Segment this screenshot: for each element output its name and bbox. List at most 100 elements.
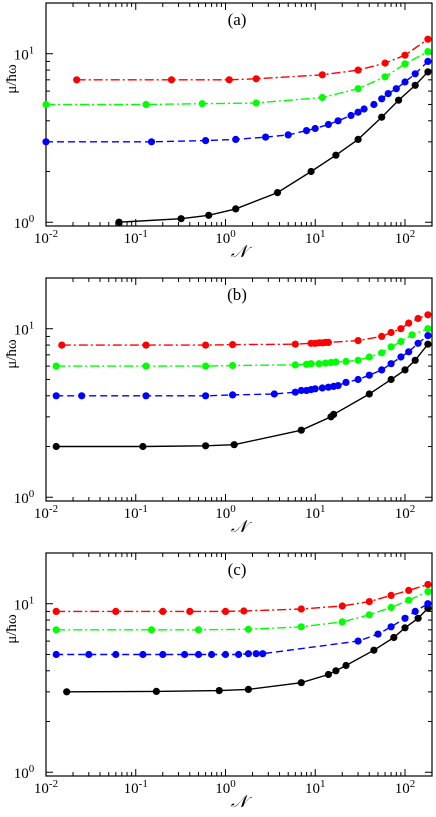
data-point — [405, 348, 413, 356]
data-point — [198, 100, 206, 108]
series-line — [56, 583, 429, 613]
data-point — [405, 586, 413, 595]
data-point — [342, 357, 350, 365]
data-point — [365, 371, 373, 379]
data-point — [42, 100, 50, 109]
data-point — [424, 340, 432, 348]
data-point — [307, 360, 315, 368]
data-point — [139, 650, 147, 659]
data-point — [387, 603, 395, 612]
data-point — [52, 362, 60, 370]
series-line — [56, 328, 429, 367]
data-point — [401, 624, 409, 632]
data-point — [202, 392, 210, 400]
data-point — [354, 66, 362, 74]
y-tick-label: 100 — [14, 763, 35, 782]
x-tick-label: 102 — [395, 228, 416, 247]
data-point — [221, 607, 230, 616]
chart-panel-b: 10-2 10-1 100 101 102 100 101 𝒩μ/ħω (b) — [4, 277, 433, 536]
x-axis-label: 𝒩 — [231, 242, 253, 261]
data-point — [365, 353, 373, 361]
data-point — [302, 127, 311, 135]
data-point — [360, 105, 368, 113]
data-point — [347, 111, 355, 120]
data-point — [387, 375, 395, 384]
x-tick-label: 101 — [305, 503, 326, 522]
data-point — [397, 325, 405, 333]
data-point — [332, 151, 340, 159]
x-tick-label: 10-2 — [34, 228, 58, 247]
x-tick-label: 10-2 — [34, 503, 58, 522]
data-point — [252, 75, 260, 83]
data-point — [52, 392, 60, 400]
data-point — [142, 392, 150, 400]
data-point — [229, 361, 237, 370]
data-point — [424, 35, 432, 43]
data-point — [424, 588, 432, 596]
y-axis-label: μ/ħω — [4, 339, 20, 369]
data-point — [354, 337, 362, 345]
data-point — [392, 85, 400, 93]
panel-label: (a) — [228, 10, 247, 29]
data-point — [424, 325, 432, 333]
data-point — [354, 85, 362, 93]
data-point — [381, 73, 389, 81]
data-point — [401, 51, 409, 59]
data-point — [401, 614, 409, 622]
data-point — [297, 679, 305, 687]
data-point — [221, 650, 230, 659]
data-point — [142, 341, 150, 349]
data-point — [338, 618, 346, 626]
data-point — [262, 133, 270, 141]
data-point — [244, 625, 252, 633]
x-tick-label: 102 — [395, 503, 416, 522]
data-point — [52, 607, 60, 616]
data-point — [324, 670, 332, 679]
data-point — [202, 341, 210, 349]
data-point — [78, 392, 86, 400]
data-point — [411, 356, 419, 364]
data-point — [318, 384, 326, 392]
x-tick-label: 100 — [215, 503, 236, 522]
data-point — [405, 319, 413, 327]
data-point — [167, 76, 176, 84]
data-point — [354, 375, 362, 384]
data-point — [332, 358, 340, 366]
data-point — [73, 76, 81, 84]
data-point — [342, 661, 350, 670]
y-tick-label: 100 — [14, 213, 35, 232]
data-point — [307, 167, 315, 176]
x-tick-label: 10-2 — [34, 778, 58, 797]
data-point — [229, 341, 237, 349]
data-point — [324, 120, 332, 129]
data-point — [401, 60, 409, 68]
data-point — [318, 93, 326, 102]
data-point — [424, 57, 432, 65]
data-point — [284, 131, 292, 139]
data-point — [315, 360, 323, 368]
data-point — [342, 378, 350, 386]
data-point — [297, 623, 305, 631]
x-tick-label: 102 — [395, 778, 416, 797]
data-point — [354, 356, 362, 364]
data-point — [52, 650, 60, 659]
x-axis-label: 𝒩 — [231, 792, 253, 811]
data-point — [63, 688, 71, 696]
data-point — [370, 646, 378, 654]
data-point — [318, 71, 326, 79]
data-point — [297, 426, 305, 434]
data-point — [330, 410, 338, 418]
data-point — [52, 626, 60, 634]
data-point — [139, 442, 147, 451]
data-point — [395, 96, 403, 104]
data-point — [244, 650, 252, 658]
data-point — [229, 391, 237, 399]
data-point — [42, 138, 50, 146]
data-point — [378, 95, 386, 103]
data-point — [354, 135, 362, 143]
data-point — [354, 108, 362, 116]
series-line — [46, 50, 429, 106]
data-point — [387, 328, 395, 337]
data-point — [338, 602, 346, 610]
data-point — [252, 99, 260, 107]
